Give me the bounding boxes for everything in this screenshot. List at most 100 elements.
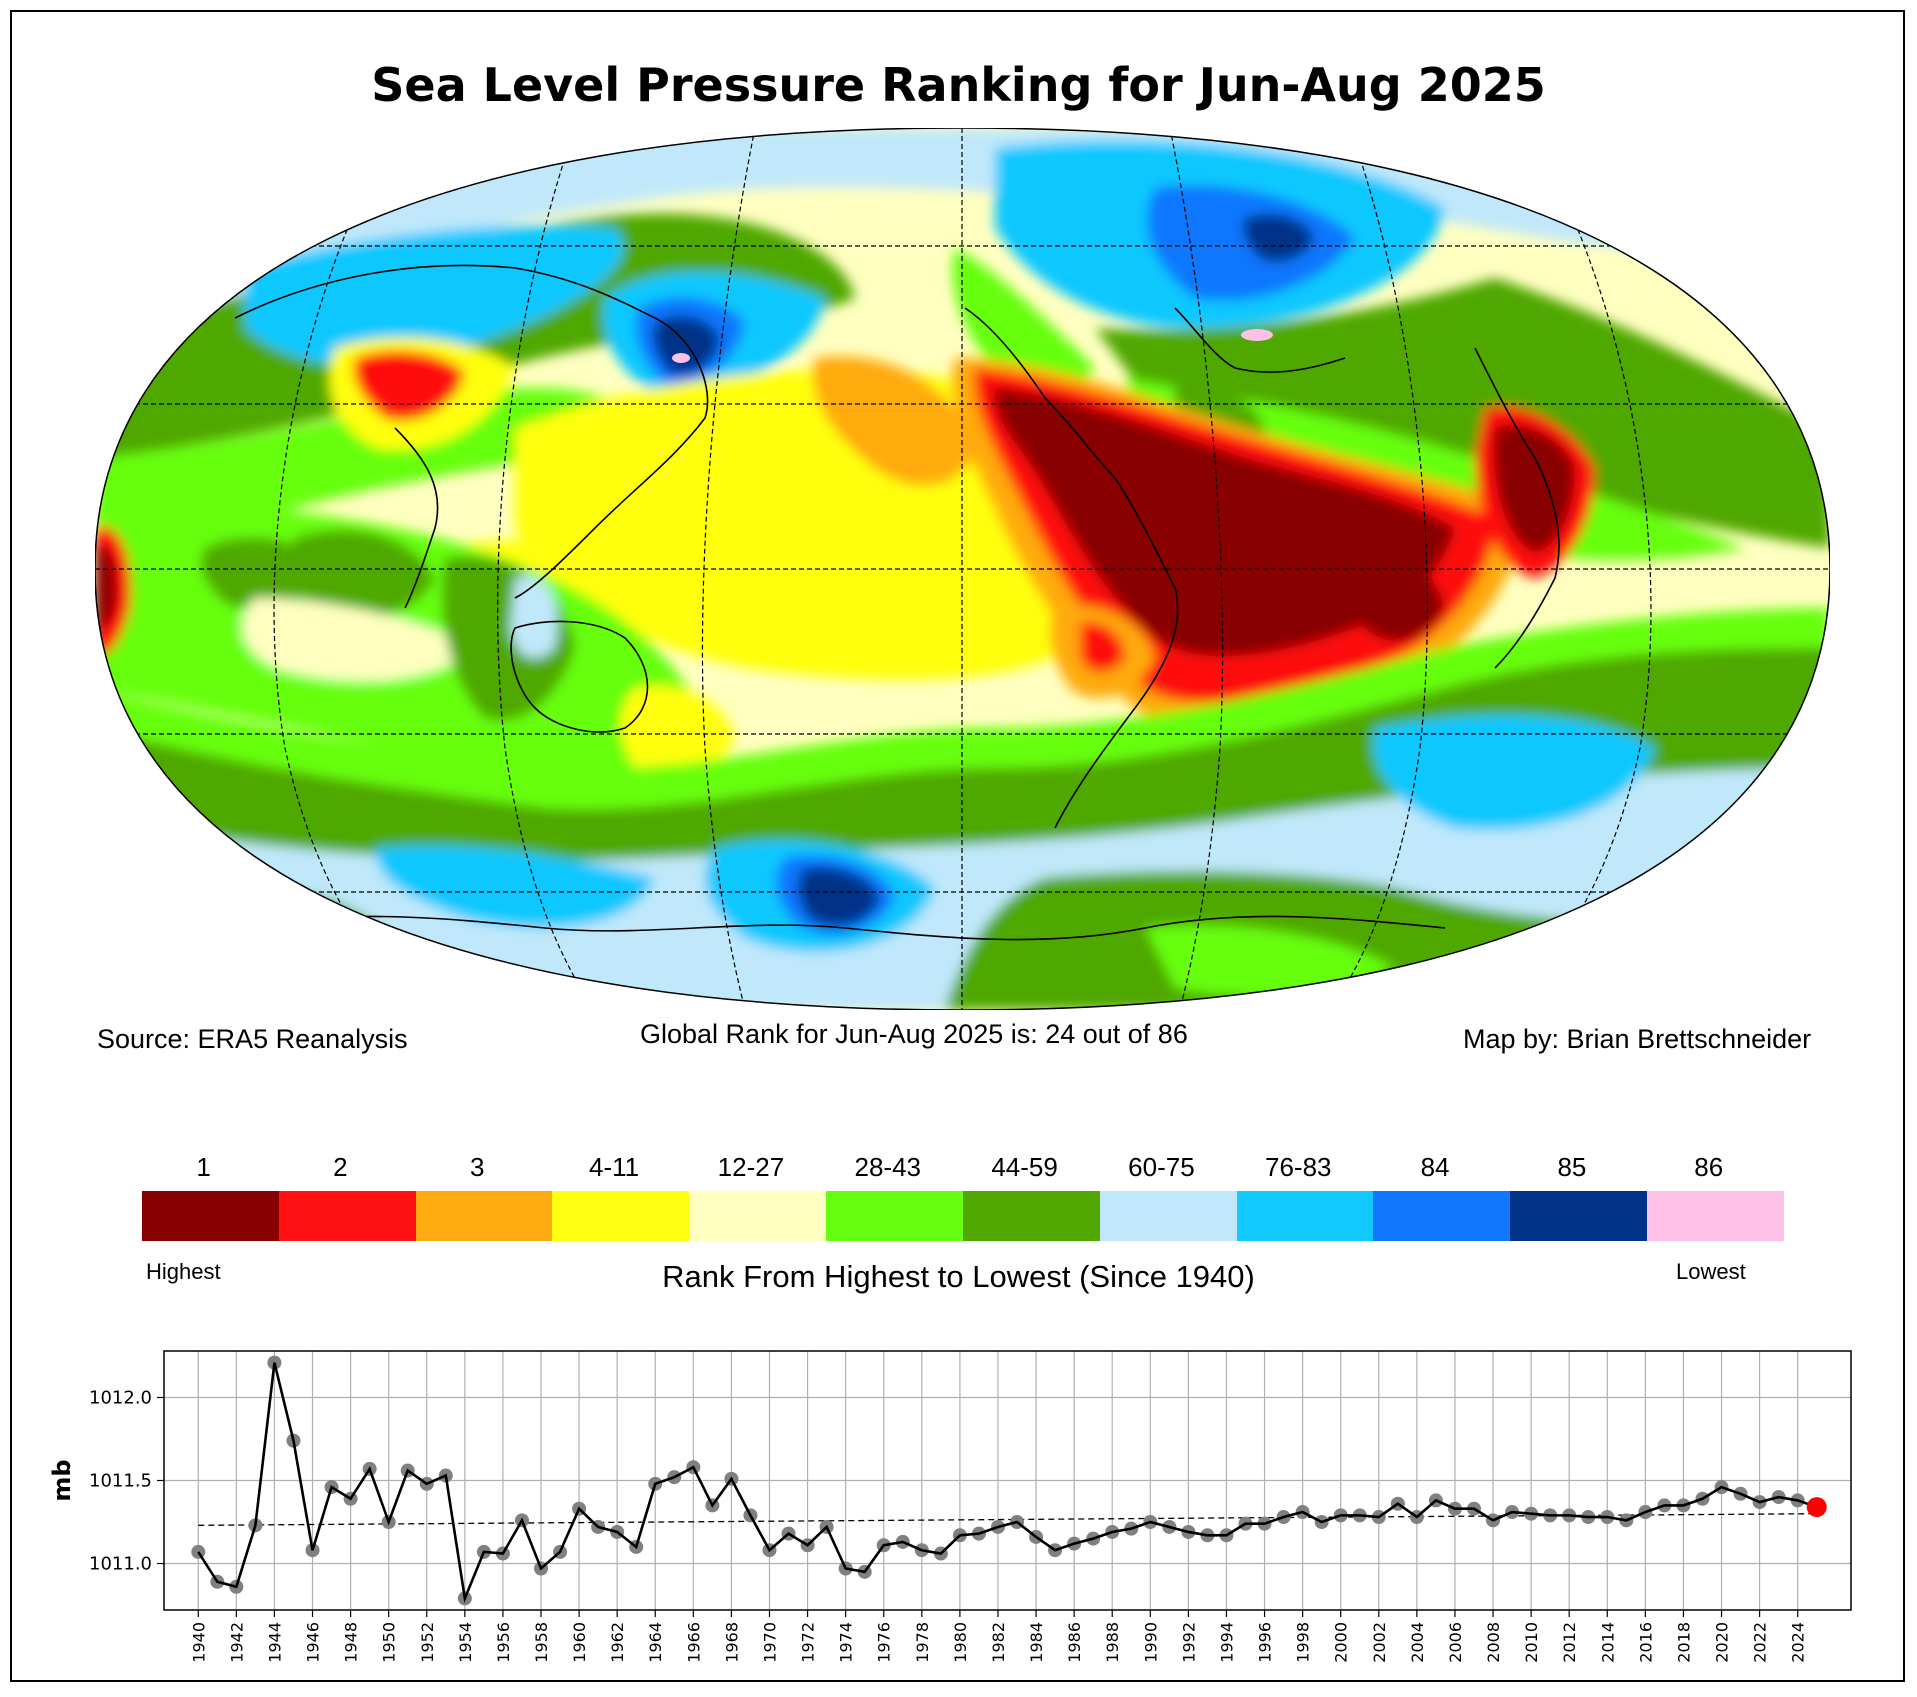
colorbar-segment xyxy=(962,1191,1100,1241)
x-tick-label: 2024 xyxy=(1789,1622,1808,1663)
region-okhotsk-pink xyxy=(672,353,690,363)
x-tick-label: 1972 xyxy=(799,1622,818,1663)
x-tick-label: 2004 xyxy=(1408,1622,1427,1663)
x-tick-label: 1994 xyxy=(1217,1622,1236,1663)
colorbar-title: Rank From Highest to Lowest (Since 1940) xyxy=(662,1259,1255,1294)
colorbar-label: 60-75 xyxy=(1128,1152,1195,1182)
colorbar-lowest-label: Lowest xyxy=(1676,1259,1746,1284)
x-tick-label: 1980 xyxy=(951,1622,970,1663)
x-tick-label: 1966 xyxy=(684,1622,703,1663)
region-amundsen-navy xyxy=(798,867,880,927)
x-tick-label: 1940 xyxy=(189,1622,208,1663)
coastlines xyxy=(234,264,1560,941)
plot-frame xyxy=(163,1350,1852,1611)
x-tick-label: 1954 xyxy=(456,1622,475,1663)
colorbar-segment xyxy=(142,1191,279,1241)
x-tick-label: 1992 xyxy=(1179,1622,1198,1663)
colorbar-label: 85 xyxy=(1557,1152,1587,1182)
page-title: Sea Level Pressure Ranking for Jun-Aug 2… xyxy=(371,58,1546,112)
x-tick-label: 2012 xyxy=(1560,1622,1579,1663)
colorbar-label: 3 xyxy=(470,1152,485,1182)
x-tick-label: 1946 xyxy=(304,1622,323,1663)
x-tick-label: 2006 xyxy=(1446,1622,1465,1663)
x-tick-label: 1988 xyxy=(1103,1622,1122,1663)
colorbar-segment xyxy=(826,1191,963,1241)
y-tick-label: 1011.0 xyxy=(89,1554,152,1575)
figure-frame xyxy=(10,10,1905,1682)
colorbar-segment xyxy=(1373,1191,1511,1241)
region-africa-darkred xyxy=(1494,425,1575,553)
y-axis-label: mb xyxy=(48,1459,76,1501)
colorbar-segment xyxy=(1647,1191,1784,1241)
colorbar-label: 4-11 xyxy=(589,1152,640,1182)
x-tick-label: 2000 xyxy=(1332,1622,1351,1663)
x-tick-label: 1990 xyxy=(1141,1622,1160,1663)
colorbar-label: 86 xyxy=(1694,1152,1724,1182)
x-tick-label: 1996 xyxy=(1256,1622,1275,1663)
x-tick-label: 2002 xyxy=(1370,1622,1389,1663)
colorbar xyxy=(142,1191,1784,1241)
source-caption: Source: ERA5 Reanalysis xyxy=(97,1024,408,1054)
region-south-america-darkred xyxy=(994,388,1455,657)
x-tick-label: 1944 xyxy=(265,1622,284,1663)
map-field xyxy=(95,128,1830,1010)
region-tibet-red xyxy=(353,350,465,421)
colorbar-segment xyxy=(278,1191,416,1241)
colorbar-segment xyxy=(415,1191,553,1241)
x-tick-label: 1986 xyxy=(1065,1622,1084,1663)
data-point xyxy=(191,1544,206,1559)
colorbar-label: 28-43 xyxy=(854,1152,921,1182)
region-arctic-lightblue xyxy=(95,128,1830,328)
colorbar-label: 2 xyxy=(333,1152,348,1182)
x-tick-label: 2022 xyxy=(1751,1622,1770,1663)
colorbar-segment xyxy=(689,1191,827,1241)
x-tick-label: 1974 xyxy=(837,1622,856,1663)
x-tick-label: 2016 xyxy=(1636,1622,1655,1663)
x-tick-label: 1964 xyxy=(646,1622,665,1663)
region-southern-green-belt xyxy=(95,648,1830,861)
series-line xyxy=(197,1362,1818,1604)
y-tick-label: 1012.0 xyxy=(89,1387,152,1408)
x-tick-label: 2014 xyxy=(1598,1622,1617,1663)
x-tick-label: 1998 xyxy=(1294,1622,1313,1663)
colorbar-label: 76-83 xyxy=(1264,1152,1332,1182)
colorbar-segment xyxy=(1236,1191,1374,1241)
x-tick-label: 1948 xyxy=(342,1622,361,1663)
colorbar-segment xyxy=(1099,1191,1237,1241)
colorbar-segment xyxy=(1510,1191,1648,1241)
x-tick-label: 1982 xyxy=(989,1622,1008,1663)
colorbar-highest-label: Highest xyxy=(146,1259,221,1284)
x-tick-label: 1976 xyxy=(875,1622,894,1663)
x-tick-label: 2020 xyxy=(1713,1622,1732,1663)
x-tick-label: 1952 xyxy=(418,1622,437,1663)
region-greenland-pink xyxy=(1241,329,1273,341)
time-series-svg: 1940 1942 1944 1946 1948 1950 1952 1954 1956 1958… xyxy=(48,1350,1852,1663)
x-tick-label: 1962 xyxy=(608,1622,627,1663)
colorbar-label: 1 xyxy=(196,1152,211,1182)
region-siberia-cyan xyxy=(245,225,624,367)
colorbar-label: 84 xyxy=(1420,1152,1450,1182)
rank-map xyxy=(94,127,1831,1011)
x-tick-label: 1960 xyxy=(570,1622,589,1663)
x-tick-label: 1942 xyxy=(227,1622,246,1663)
x-tick-label: 1968 xyxy=(722,1622,741,1663)
x-tick-label: 1984 xyxy=(1027,1622,1046,1663)
time-series-chart: 1940 1942 1944 1946 1948 1950 1952 1954 1956 1958… xyxy=(0,1340,1917,1692)
x-tick-label: 1950 xyxy=(380,1622,399,1663)
colorbar-label: 44-59 xyxy=(991,1152,1058,1182)
x-tick-label: 2010 xyxy=(1522,1622,1541,1663)
x-tick-label: 2018 xyxy=(1674,1622,1693,1663)
y-tick-label: 1011.5 xyxy=(89,1471,152,1492)
colorbar-label: 12-27 xyxy=(717,1152,785,1182)
highlight-point-2025 xyxy=(1806,1497,1827,1518)
region-greenland-navy xyxy=(1243,214,1315,262)
x-tick-label: 1978 xyxy=(913,1622,932,1663)
x-tick-label: 2008 xyxy=(1484,1622,1503,1663)
map-svg xyxy=(94,127,1831,1011)
colorbar-segment xyxy=(552,1191,690,1241)
x-tick-label: 1956 xyxy=(494,1622,513,1663)
author-caption: Map by: Brian Brettschneider xyxy=(1463,1024,1812,1054)
global-rank-caption: Global Rank for Jun-Aug 2025 is: 24 out … xyxy=(640,1019,1188,1049)
x-tick-label: 1958 xyxy=(532,1622,551,1663)
x-tick-label: 1970 xyxy=(760,1622,779,1663)
